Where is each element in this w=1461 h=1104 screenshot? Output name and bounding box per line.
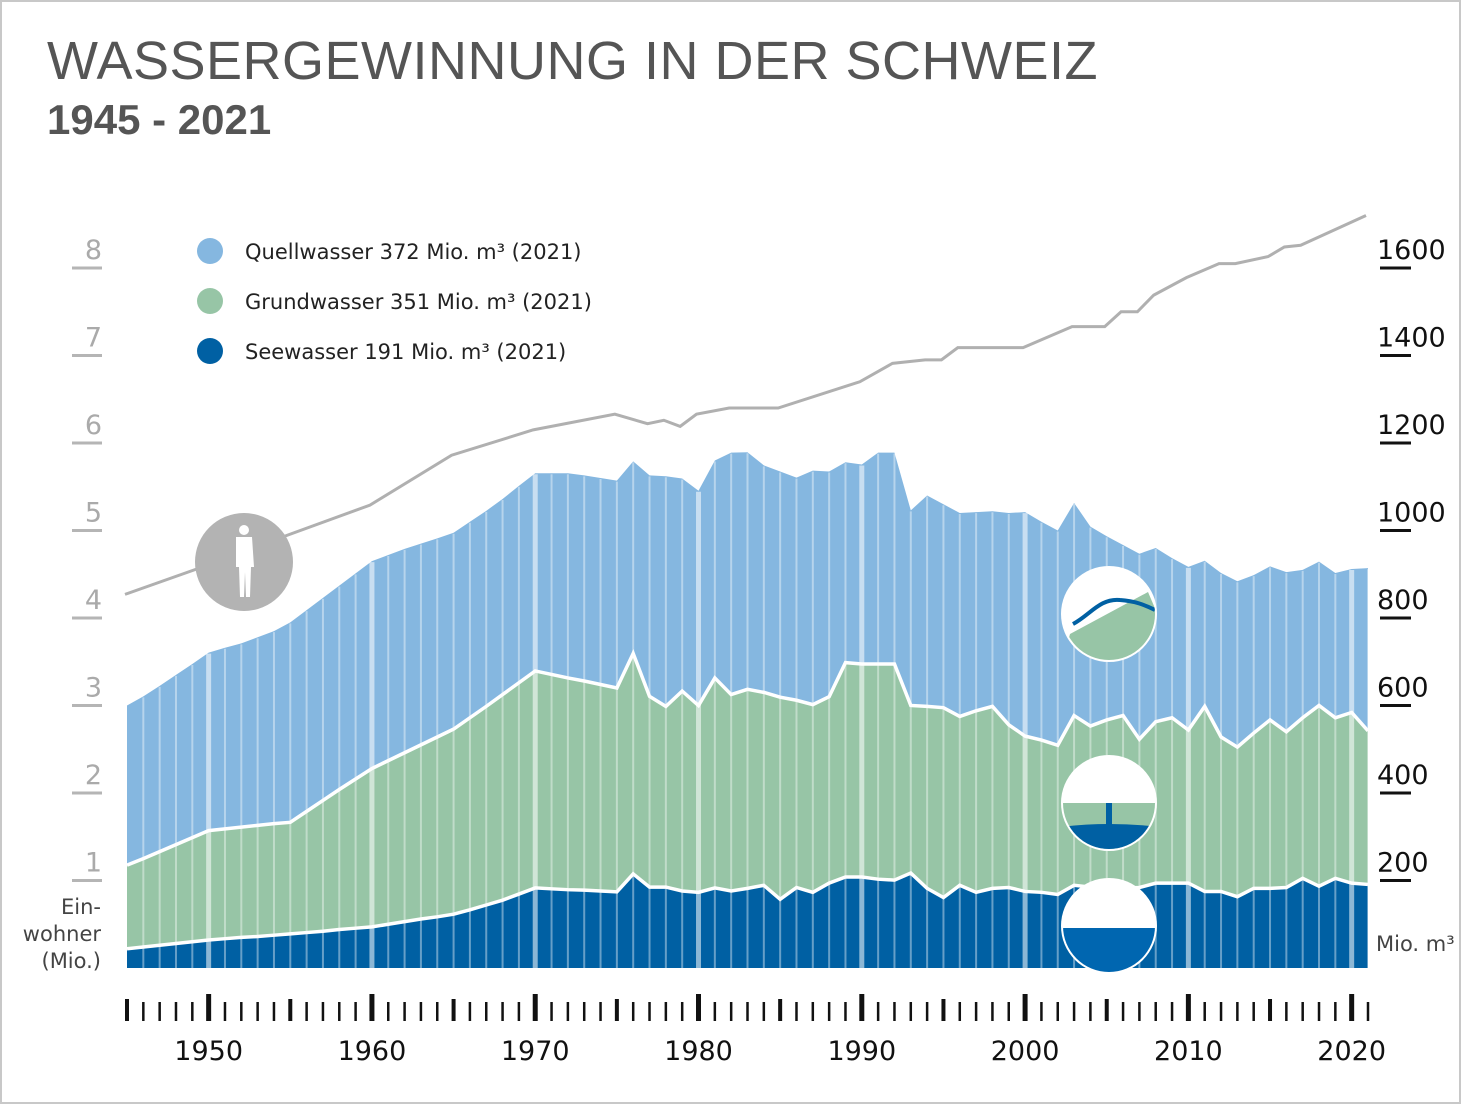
left-axis-tick-label: 5 bbox=[85, 498, 102, 529]
person-icon bbox=[195, 513, 293, 611]
stacked-areas bbox=[126, 452, 1370, 968]
x-axis-tick-label: 2000 bbox=[991, 1036, 1060, 1067]
axes: 200 400 600 800 1000 1200 1400 1600 1 2 3 4 5 6 7 8 1950… bbox=[72, 235, 1446, 1067]
right-axis-tick-label: 200 bbox=[1377, 848, 1429, 879]
legend-swatch-grundwasser bbox=[197, 288, 223, 314]
x-axis-tick-label: 1980 bbox=[664, 1036, 733, 1067]
left-axis-label-line: (Mio.) bbox=[42, 949, 102, 973]
right-axis-tick-label: 400 bbox=[1377, 760, 1429, 791]
seewasser-area bbox=[127, 873, 1368, 968]
x-axis-tick-label: 1960 bbox=[338, 1036, 407, 1067]
legend-swatch-quellwasser bbox=[197, 238, 223, 264]
right-axis-tick-label: 1200 bbox=[1377, 410, 1446, 441]
left-axis-tick-label: 4 bbox=[85, 585, 102, 616]
left-axis-tick-label: 2 bbox=[85, 760, 102, 791]
right-axis-unit: Mio. m³ bbox=[1376, 932, 1455, 956]
grundwasser-area bbox=[127, 653, 1368, 949]
x-axis-tick-label: 1970 bbox=[501, 1036, 570, 1067]
left-axis-tick-label: 6 bbox=[85, 410, 102, 441]
left-axis-label-line: wohner bbox=[23, 922, 102, 946]
right-axis-tick-label: 1600 bbox=[1377, 235, 1446, 266]
left-axis-tick-label: 8 bbox=[85, 235, 102, 266]
chart-title: WASSERGEWINNUNG IN DER SCHWEIZ bbox=[47, 31, 1099, 91]
right-axis-tick-label: 600 bbox=[1377, 673, 1429, 704]
layer-boundary-line bbox=[126, 648, 1370, 867]
left-axis-tick-label: 1 bbox=[85, 848, 102, 879]
population-line-group bbox=[124, 214, 1367, 596]
x-axis-tick-label: 2020 bbox=[1317, 1036, 1386, 1067]
legend: Quellwasser 372 Mio. m³ (2021) Grundwass… bbox=[197, 238, 592, 364]
left-axis-tick-label: 3 bbox=[85, 673, 102, 704]
quellwasser-area bbox=[127, 452, 1368, 866]
spring-icon bbox=[1061, 566, 1157, 662]
left-axis-label-line: Ein- bbox=[61, 895, 101, 919]
legend-label-quellwasser: Quellwasser 372 Mio. m³ (2021) bbox=[245, 240, 582, 264]
legend-label-seewasser: Seewasser 191 Mio. m³ (2021) bbox=[245, 340, 566, 364]
legend-label-grundwasser: Grundwasser 351 Mio. m³ (2021) bbox=[245, 290, 592, 314]
x-axis-tick-label: 1990 bbox=[827, 1036, 896, 1067]
legend-swatch-seewasser bbox=[197, 338, 223, 364]
layer-boundary-line bbox=[126, 871, 1369, 951]
right-axis-tick-label: 800 bbox=[1377, 585, 1429, 616]
right-axis-tick-label: 1400 bbox=[1377, 323, 1446, 354]
x-axis-tick-label: 2010 bbox=[1154, 1036, 1223, 1067]
population-line bbox=[124, 214, 1367, 596]
chart-subtitle: 1945 - 2021 bbox=[47, 96, 272, 143]
left-axis-label: Ein- wohner (Mio.) bbox=[23, 895, 102, 973]
x-axis-tick-label: 1950 bbox=[174, 1036, 243, 1067]
left-axis-tick-label: 7 bbox=[85, 323, 102, 354]
right-axis-tick-label: 1000 bbox=[1377, 498, 1446, 529]
